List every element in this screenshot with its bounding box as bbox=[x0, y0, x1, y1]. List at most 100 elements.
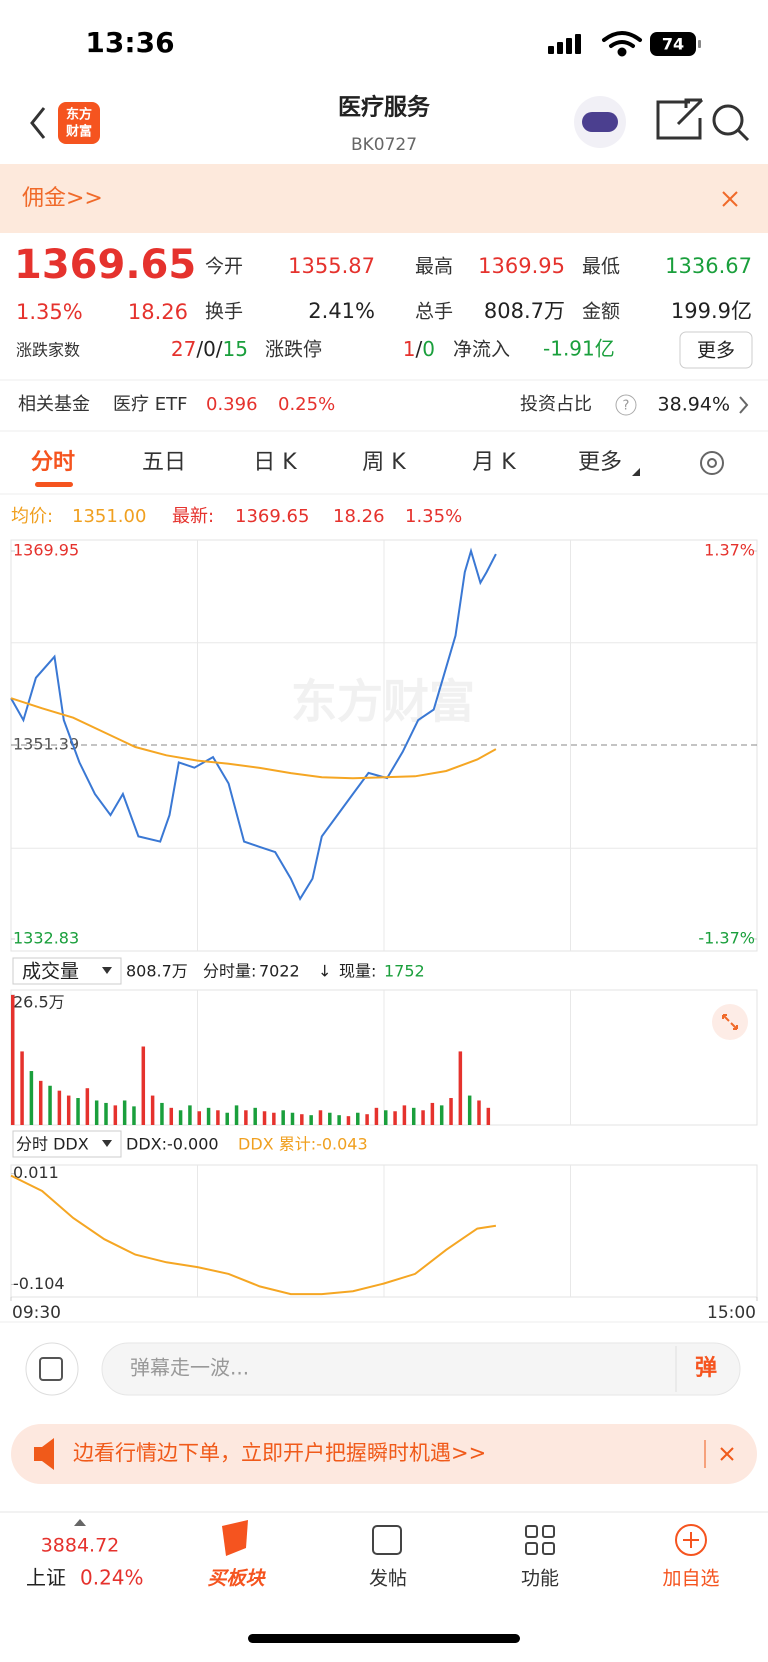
volume-bar bbox=[290, 1112, 295, 1125]
x-tick-label: 15:00 bbox=[707, 1303, 756, 1323]
limit: 1/0 bbox=[403, 337, 435, 361]
stat-value: 2.41% bbox=[308, 299, 375, 323]
nav-item[interactable]: 功能 bbox=[521, 1568, 559, 1590]
tab[interactable]: 周 K bbox=[362, 450, 406, 475]
function-icon[interactable] bbox=[525, 1525, 555, 1555]
banner-close[interactable] bbox=[722, 191, 738, 207]
volume-header: 现量: bbox=[339, 962, 376, 981]
post-icon[interactable] bbox=[372, 1525, 402, 1555]
tab[interactable]: 月 K bbox=[472, 450, 516, 475]
index-name[interactable]: 上证 bbox=[26, 1566, 66, 1590]
help-icon[interactable] bbox=[615, 394, 637, 416]
chevron[interactable] bbox=[739, 396, 749, 414]
change-pct: 1.35% bbox=[16, 300, 83, 324]
battery-level: 74 bbox=[662, 35, 684, 54]
indicator-select[interactable] bbox=[12, 1130, 122, 1158]
volume-bar bbox=[365, 1114, 369, 1125]
stat-label: 金额 bbox=[582, 301, 620, 323]
tab[interactable]: 五日 bbox=[142, 450, 186, 475]
add-icon[interactable] bbox=[675, 1524, 707, 1556]
ad-close[interactable] bbox=[720, 1447, 734, 1461]
wifi bbox=[602, 31, 642, 57]
breadth-label: 涨跌家数 bbox=[16, 341, 80, 360]
limit-part: 0 bbox=[422, 337, 435, 361]
settings-icon[interactable] bbox=[700, 451, 724, 475]
expand-button[interactable] bbox=[712, 1004, 748, 1040]
tab-arrow bbox=[632, 468, 640, 476]
nav-item[interactable]: 加自选 bbox=[662, 1568, 719, 1590]
nav-item[interactable]: 发帖 bbox=[369, 1568, 407, 1590]
page-title: 医疗服务 bbox=[338, 94, 431, 121]
volume-bar bbox=[216, 1110, 220, 1125]
nav-item[interactable]: 买板块 bbox=[207, 1568, 266, 1590]
home-indicator bbox=[248, 1634, 520, 1643]
search-icon[interactable] bbox=[712, 104, 744, 136]
fund-pct: 0.25% bbox=[278, 394, 335, 415]
volume-bar bbox=[188, 1105, 192, 1125]
indicator-select[interactable] bbox=[12, 957, 122, 985]
stat-label: 今开 bbox=[205, 256, 243, 278]
volume-bar bbox=[178, 1110, 183, 1125]
volume-bar bbox=[393, 1111, 397, 1125]
volume-header[interactable]: 成交量 bbox=[22, 961, 79, 983]
breadth-part: 0 bbox=[203, 337, 216, 361]
comment-icon[interactable] bbox=[25, 1342, 79, 1396]
index-value[interactable]: 3884.72 bbox=[41, 1535, 120, 1557]
limit-part: / bbox=[416, 337, 423, 361]
banner-text[interactable]: 佣金>> bbox=[22, 186, 103, 211]
ratio-label: 投资占比 bbox=[520, 394, 592, 415]
help-mark: ? bbox=[623, 399, 630, 414]
volume-bar bbox=[384, 1110, 388, 1125]
volume-bar bbox=[20, 1051, 24, 1125]
breadth-part: / bbox=[216, 337, 223, 361]
back-button[interactable] bbox=[30, 107, 46, 139]
y-tick-label: 1369.95 bbox=[13, 541, 79, 560]
volume-bar bbox=[318, 1110, 323, 1125]
select-arrow bbox=[102, 1140, 112, 1147]
legend-item: 18.26 bbox=[333, 506, 385, 527]
ddx-header: DDX:-0.000 bbox=[126, 1135, 219, 1154]
y-tick-label: 1332.83 bbox=[13, 929, 79, 948]
index-pct[interactable]: 0.24% bbox=[80, 1566, 144, 1590]
volume-bar bbox=[328, 1112, 332, 1125]
legend-item: 1351.00 bbox=[72, 506, 146, 527]
volume-bar bbox=[421, 1110, 425, 1125]
volume-bar bbox=[467, 1095, 472, 1125]
volume-bar bbox=[113, 1105, 118, 1125]
volume-bar bbox=[449, 1098, 453, 1125]
tab[interactable]: 更多 bbox=[578, 450, 622, 475]
buy-icon[interactable] bbox=[222, 1520, 248, 1556]
volume-bar bbox=[66, 1095, 71, 1125]
tab[interactable]: 日 K bbox=[253, 450, 297, 475]
volume-header: ↓ bbox=[318, 962, 331, 981]
more-button[interactable] bbox=[679, 331, 753, 369]
volume-bar bbox=[169, 1107, 174, 1125]
robot-face bbox=[582, 112, 618, 132]
volume-bar bbox=[104, 1102, 108, 1125]
index-arrow bbox=[74, 1519, 86, 1526]
fund-name[interactable]: 医疗 ETF bbox=[113, 394, 187, 415]
volume-bar bbox=[402, 1105, 407, 1125]
volume-bar bbox=[337, 1115, 341, 1125]
comment-placeholder[interactable]: 弹幕走一波... bbox=[130, 1356, 249, 1380]
volume-bar bbox=[374, 1107, 379, 1125]
x-tick-label: 09:30 bbox=[12, 1303, 61, 1323]
volume-bar bbox=[411, 1107, 416, 1125]
breadth-part: 15 bbox=[223, 337, 248, 361]
comment-button[interactable]: 弹 bbox=[695, 1356, 717, 1381]
tab[interactable]: 分时 bbox=[31, 450, 75, 475]
volume-bar bbox=[281, 1110, 285, 1125]
more-label[interactable]: 更多 bbox=[697, 340, 735, 362]
banner[interactable] bbox=[0, 164, 768, 233]
share-icon[interactable] bbox=[656, 98, 704, 140]
volume-bar bbox=[57, 1090, 62, 1125]
stat-label: 最高 bbox=[415, 256, 453, 278]
ad-banner[interactable] bbox=[11, 1424, 757, 1484]
volume-bar bbox=[439, 1105, 444, 1125]
ad-text[interactable]: 边看行情边下单，立即开户把握瞬时机遇>> bbox=[73, 1441, 486, 1465]
select-arrow bbox=[102, 967, 112, 974]
series-line bbox=[10, 547, 497, 902]
comment-input[interactable] bbox=[101, 1342, 741, 1396]
ddx-header[interactable]: 分时 DDX bbox=[16, 1135, 89, 1154]
